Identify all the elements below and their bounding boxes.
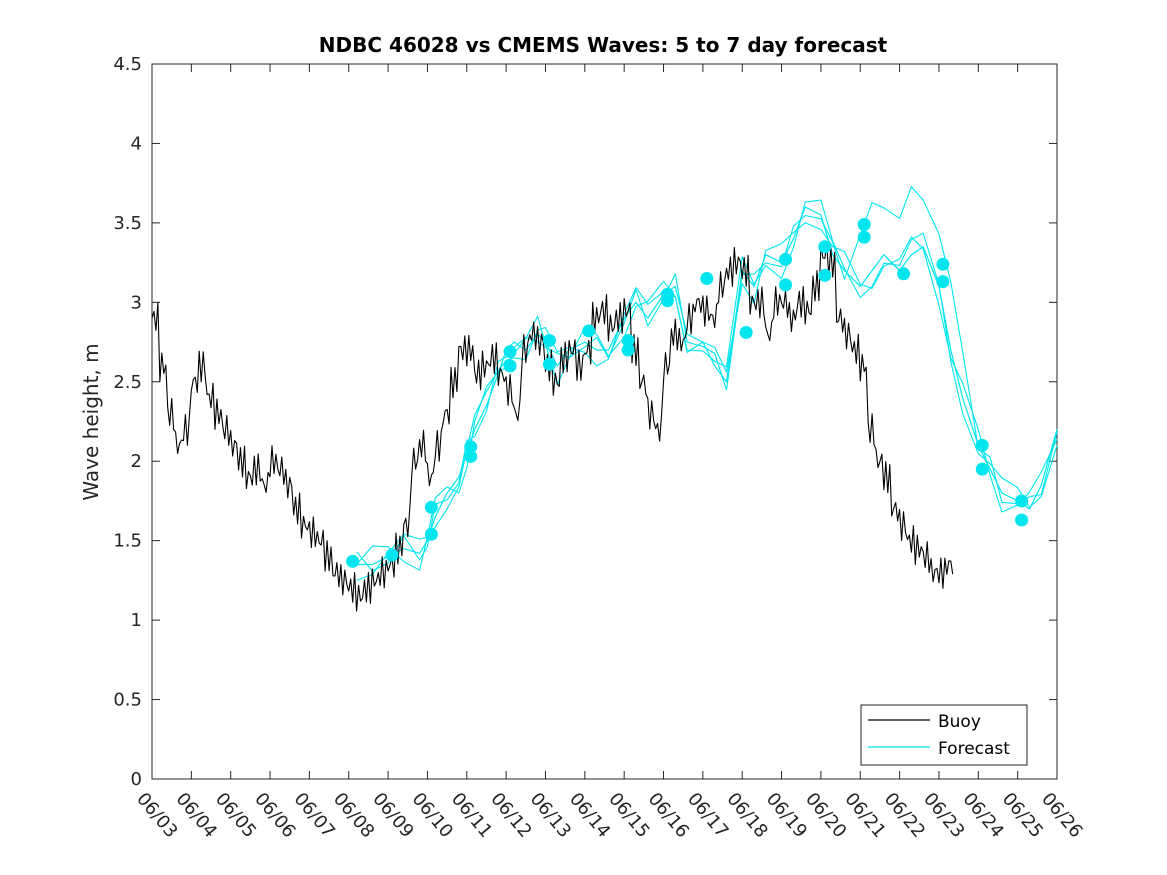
forecast-marker (818, 268, 832, 282)
forecast-marker (424, 527, 438, 541)
forecast-marker (346, 554, 360, 568)
forecast-marker (779, 278, 792, 292)
forecast-marker (936, 275, 950, 289)
y-tick-label: 3 (131, 292, 142, 313)
forecast-marker (542, 357, 556, 371)
buoy-line (151, 244, 954, 612)
forecast-marker (857, 230, 871, 244)
forecast-marker (385, 548, 399, 562)
legend-forecast-label: Forecast (938, 739, 1010, 759)
forecast-marker (897, 267, 911, 281)
forecast-marker (582, 324, 596, 338)
y-tick-label: 2.5 (113, 372, 142, 393)
forecast-marker (542, 333, 556, 347)
forecast-line (356, 199, 1058, 581)
forecast-marker (464, 440, 478, 454)
chart-title: NDBC 46028 vs CMEMS Waves: 5 to 7 day fo… (319, 33, 888, 57)
y-axis-label: Wave height, m (79, 343, 103, 500)
forecast-marker (975, 462, 989, 476)
forecast-line (356, 186, 1058, 572)
legend-box (860, 704, 1028, 766)
forecast-marker (660, 287, 674, 301)
y-tick-label: 1.5 (113, 531, 142, 552)
forecast-marker (700, 272, 714, 285)
legend-buoy-label: Buoy (938, 712, 981, 732)
forecast-marker (621, 333, 635, 347)
forecast-marker (779, 252, 792, 266)
forecast-marker (1015, 513, 1029, 527)
y-tick-label: 4 (131, 133, 142, 154)
forecast-marker (857, 217, 871, 231)
forecast-marker (936, 257, 950, 271)
y-tick-label: 0.5 (113, 690, 142, 711)
forecast-marker (621, 343, 635, 357)
y-tick-label: 1 (131, 610, 142, 631)
y-tick-label: 2 (131, 451, 142, 472)
forecast-marker (503, 359, 517, 373)
y-tick-label: 4.5 (113, 54, 142, 75)
forecast-marker (424, 500, 438, 514)
forecast-marker (1015, 494, 1029, 508)
y-tick-label: 0 (131, 769, 142, 790)
legend: Buoy Forecast (860, 704, 1028, 766)
forecast-marker (818, 240, 832, 254)
y-tick-label: 3.5 (113, 213, 142, 234)
forecast-marker (464, 449, 478, 463)
forecast-marker (975, 438, 989, 452)
axes-box (151, 63, 1058, 780)
forecast-marker (503, 345, 517, 359)
forecast-marker (739, 326, 753, 340)
